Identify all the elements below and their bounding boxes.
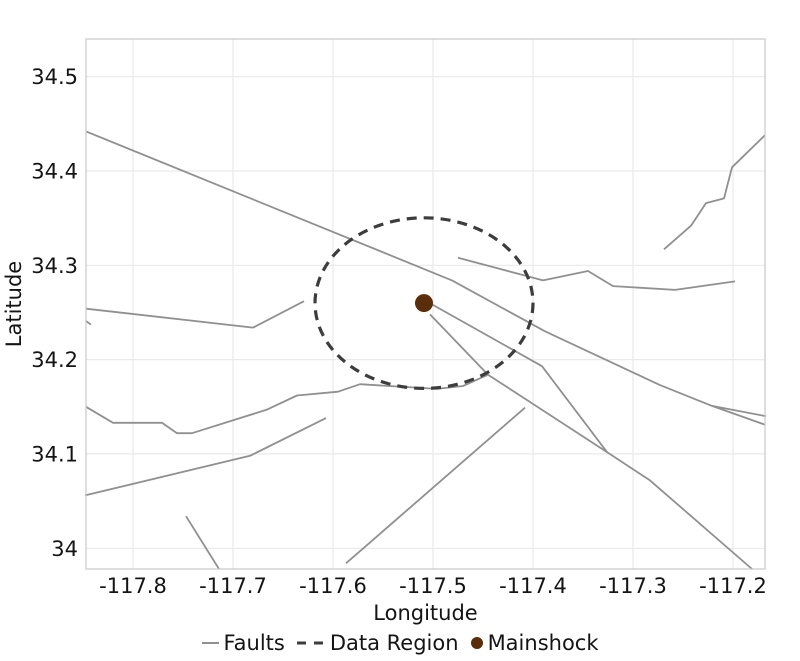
svg-text:34: 34 <box>51 537 78 561</box>
y-axis-title: Latitude <box>2 260 26 348</box>
svg-text:34.4: 34.4 <box>31 160 78 184</box>
svg-text:-117.5: -117.5 <box>399 574 467 598</box>
svg-text:-117.3: -117.3 <box>599 574 667 598</box>
data-region-dash-icon <box>296 641 325 645</box>
legend-item-mainshock: Mainshock <box>470 631 599 655</box>
svg-text:34.2: 34.2 <box>31 348 78 372</box>
mainshock-dot-icon <box>470 637 483 649</box>
svg-text:-117.7: -117.7 <box>199 574 267 598</box>
legend-label-data-region: Data Region <box>329 631 459 655</box>
svg-text:-117.8: -117.8 <box>99 574 167 598</box>
legend: Faults Data Region Mainshock <box>0 629 800 657</box>
svg-text:-117.4: -117.4 <box>499 574 567 598</box>
svg-text:-117.2: -117.2 <box>699 574 767 598</box>
legend-label-mainshock: Mainshock <box>487 631 599 655</box>
svg-text:34.1: 34.1 <box>31 442 78 466</box>
x-axis-title: Longitude <box>373 601 478 625</box>
svg-text:-117.6: -117.6 <box>299 574 367 598</box>
svg-text:34.3: 34.3 <box>31 254 78 278</box>
legend-label-faults: Faults <box>223 631 285 655</box>
legend-item-faults: Faults <box>201 631 285 655</box>
legend-item-data-region: Data Region <box>296 631 459 655</box>
faults-line-icon <box>201 642 219 644</box>
svg-text:34.5: 34.5 <box>31 65 78 89</box>
